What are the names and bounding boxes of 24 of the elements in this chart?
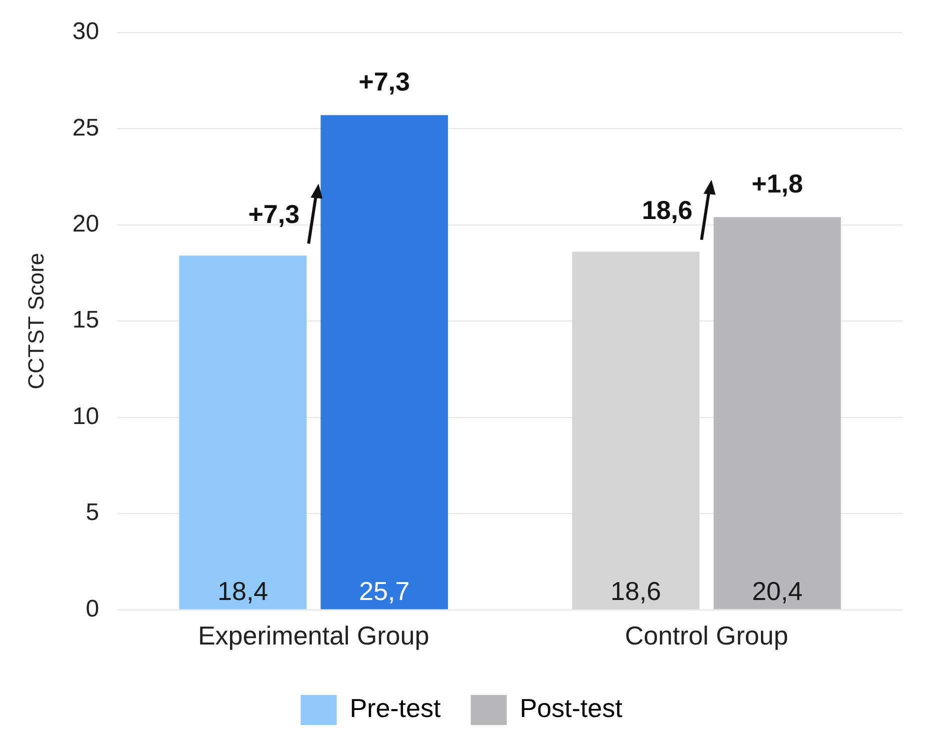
- annotation: +7,3: [358, 66, 410, 96]
- y-tick-label: 30: [72, 18, 100, 46]
- data-label: 18,6: [610, 576, 662, 606]
- legend-label: Post-test: [520, 693, 624, 724]
- data-label: 25,7: [359, 576, 410, 606]
- data-label: 20,4: [752, 576, 803, 606]
- bar: [572, 252, 700, 610]
- y-axis-title: CCTST Score: [23, 252, 48, 390]
- y-tick-label: 20: [72, 210, 100, 238]
- x-tick-label: Experimental Group: [198, 620, 430, 651]
- y-tick-label: 10: [72, 402, 100, 430]
- legend-label: Pre-test: [350, 693, 442, 724]
- y-tick-label: 15: [72, 306, 100, 334]
- y-tick-label: 5: [86, 499, 100, 526]
- annotation: 18,6: [642, 194, 693, 225]
- annotation: +7,3: [248, 198, 300, 229]
- x-tick-label: Control Group: [624, 620, 788, 651]
- bar: [179, 256, 306, 610]
- y-tick-label: 0: [86, 595, 100, 622]
- bar: [714, 217, 841, 610]
- data-label: 18,4: [218, 576, 268, 606]
- y-tick-label: 25: [72, 114, 100, 142]
- annotation: +1,8: [752, 168, 803, 198]
- bar: [320, 115, 448, 610]
